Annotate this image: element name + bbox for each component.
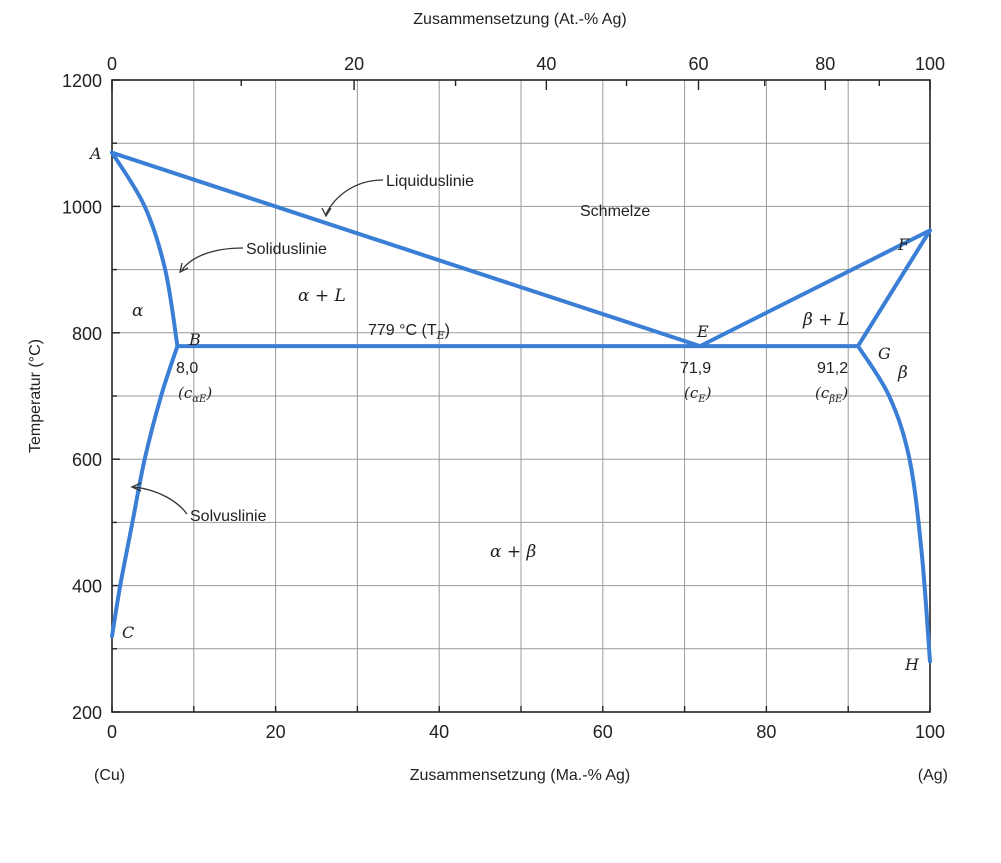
x-tick-label: 20 xyxy=(266,722,286,742)
beta-phase-label: β xyxy=(897,363,908,383)
x-top-tick-label: 60 xyxy=(688,54,708,74)
x-top-tick-label: 80 xyxy=(815,54,835,74)
x-top-tick-label: 40 xyxy=(536,54,556,74)
point-label-a: A xyxy=(88,144,102,163)
alpha-plus-beta-label: α + β xyxy=(490,542,537,562)
ag-end-label: (Ag) xyxy=(918,767,948,784)
alpha-phase-label: α xyxy=(132,301,144,321)
liquidus-label: Liquiduslinie xyxy=(386,173,474,190)
annotation-arrows xyxy=(130,179,384,515)
c-beta-e-value: 91,2 xyxy=(817,360,848,377)
solvus-arrowhead xyxy=(130,482,142,492)
y-tick-label: 800 xyxy=(72,324,102,344)
c-e-value: 71,9 xyxy=(680,360,711,377)
solidus-arrowhead xyxy=(179,262,189,274)
y-tick-label: 600 xyxy=(72,450,102,470)
x-top-tick-label: 100 xyxy=(915,54,945,74)
x-tick-label: 80 xyxy=(756,722,776,742)
x-tick-label: 40 xyxy=(429,722,449,742)
c-alpha-e-label: (cαE) xyxy=(178,384,212,405)
cu-end-label: (Cu) xyxy=(94,767,125,784)
beta-solvus-line xyxy=(856,344,932,664)
alpha-solvus-line xyxy=(110,344,180,639)
x-tick-label: 0 xyxy=(107,722,117,742)
x-tick-labels: 0 20 40 60 80 100 xyxy=(107,722,945,742)
alpha-plus-liquid-label: α + L xyxy=(298,286,346,306)
y-tick-label: 200 xyxy=(72,703,102,723)
solidus-label: Soliduslinie xyxy=(246,241,327,258)
solvus-arrow xyxy=(133,486,188,515)
y-tick-label: 1000 xyxy=(62,197,102,217)
y-tick-label: 400 xyxy=(72,577,102,597)
x-top-tick-labels: 0 20 40 60 80 100 xyxy=(107,54,945,74)
phase-lines xyxy=(110,150,932,664)
point-label-g: G xyxy=(878,344,891,363)
liquidus-arrow xyxy=(325,179,384,215)
solvus-label: Solvuslinie xyxy=(190,508,267,525)
solidus-arrow xyxy=(181,247,244,271)
y-tick-labels: 200 400 600 800 1000 1200 xyxy=(62,71,102,723)
x-top-tick-label: 0 xyxy=(107,54,117,74)
c-e-label: (cE) xyxy=(684,384,712,405)
melt-label: Schmelze xyxy=(580,203,650,220)
top-axis-label: Zusammensetzung (At.-% Ag) xyxy=(413,11,626,28)
beta-plus-liquid-label: β + L xyxy=(802,310,849,330)
point-label-e: E xyxy=(696,322,709,341)
y-axis-label: Temperatur (°C) xyxy=(27,339,44,453)
x-axis-label: Zusammensetzung (Ma.-% Ag) xyxy=(410,767,631,784)
x-top-tick-label: 20 xyxy=(344,54,364,74)
x-tick-label: 100 xyxy=(915,722,945,742)
point-label-f: F xyxy=(897,235,910,254)
y-tick-label: 1200 xyxy=(62,71,102,91)
liquidus-arrowhead xyxy=(321,207,332,218)
solidus-line xyxy=(110,150,932,349)
point-label-h: H xyxy=(904,655,920,674)
axis-ticks xyxy=(111,79,931,713)
c-alpha-e-value: 8,0 xyxy=(176,360,198,377)
grid-lines xyxy=(112,80,930,712)
point-label-b: B xyxy=(188,330,201,349)
eutectic-temperature-label: 779 °C (TE) xyxy=(368,322,450,342)
x-tick-label: 60 xyxy=(593,722,613,742)
point-label-c: C xyxy=(122,623,134,642)
c-beta-e-label: (cβE) xyxy=(815,384,848,405)
